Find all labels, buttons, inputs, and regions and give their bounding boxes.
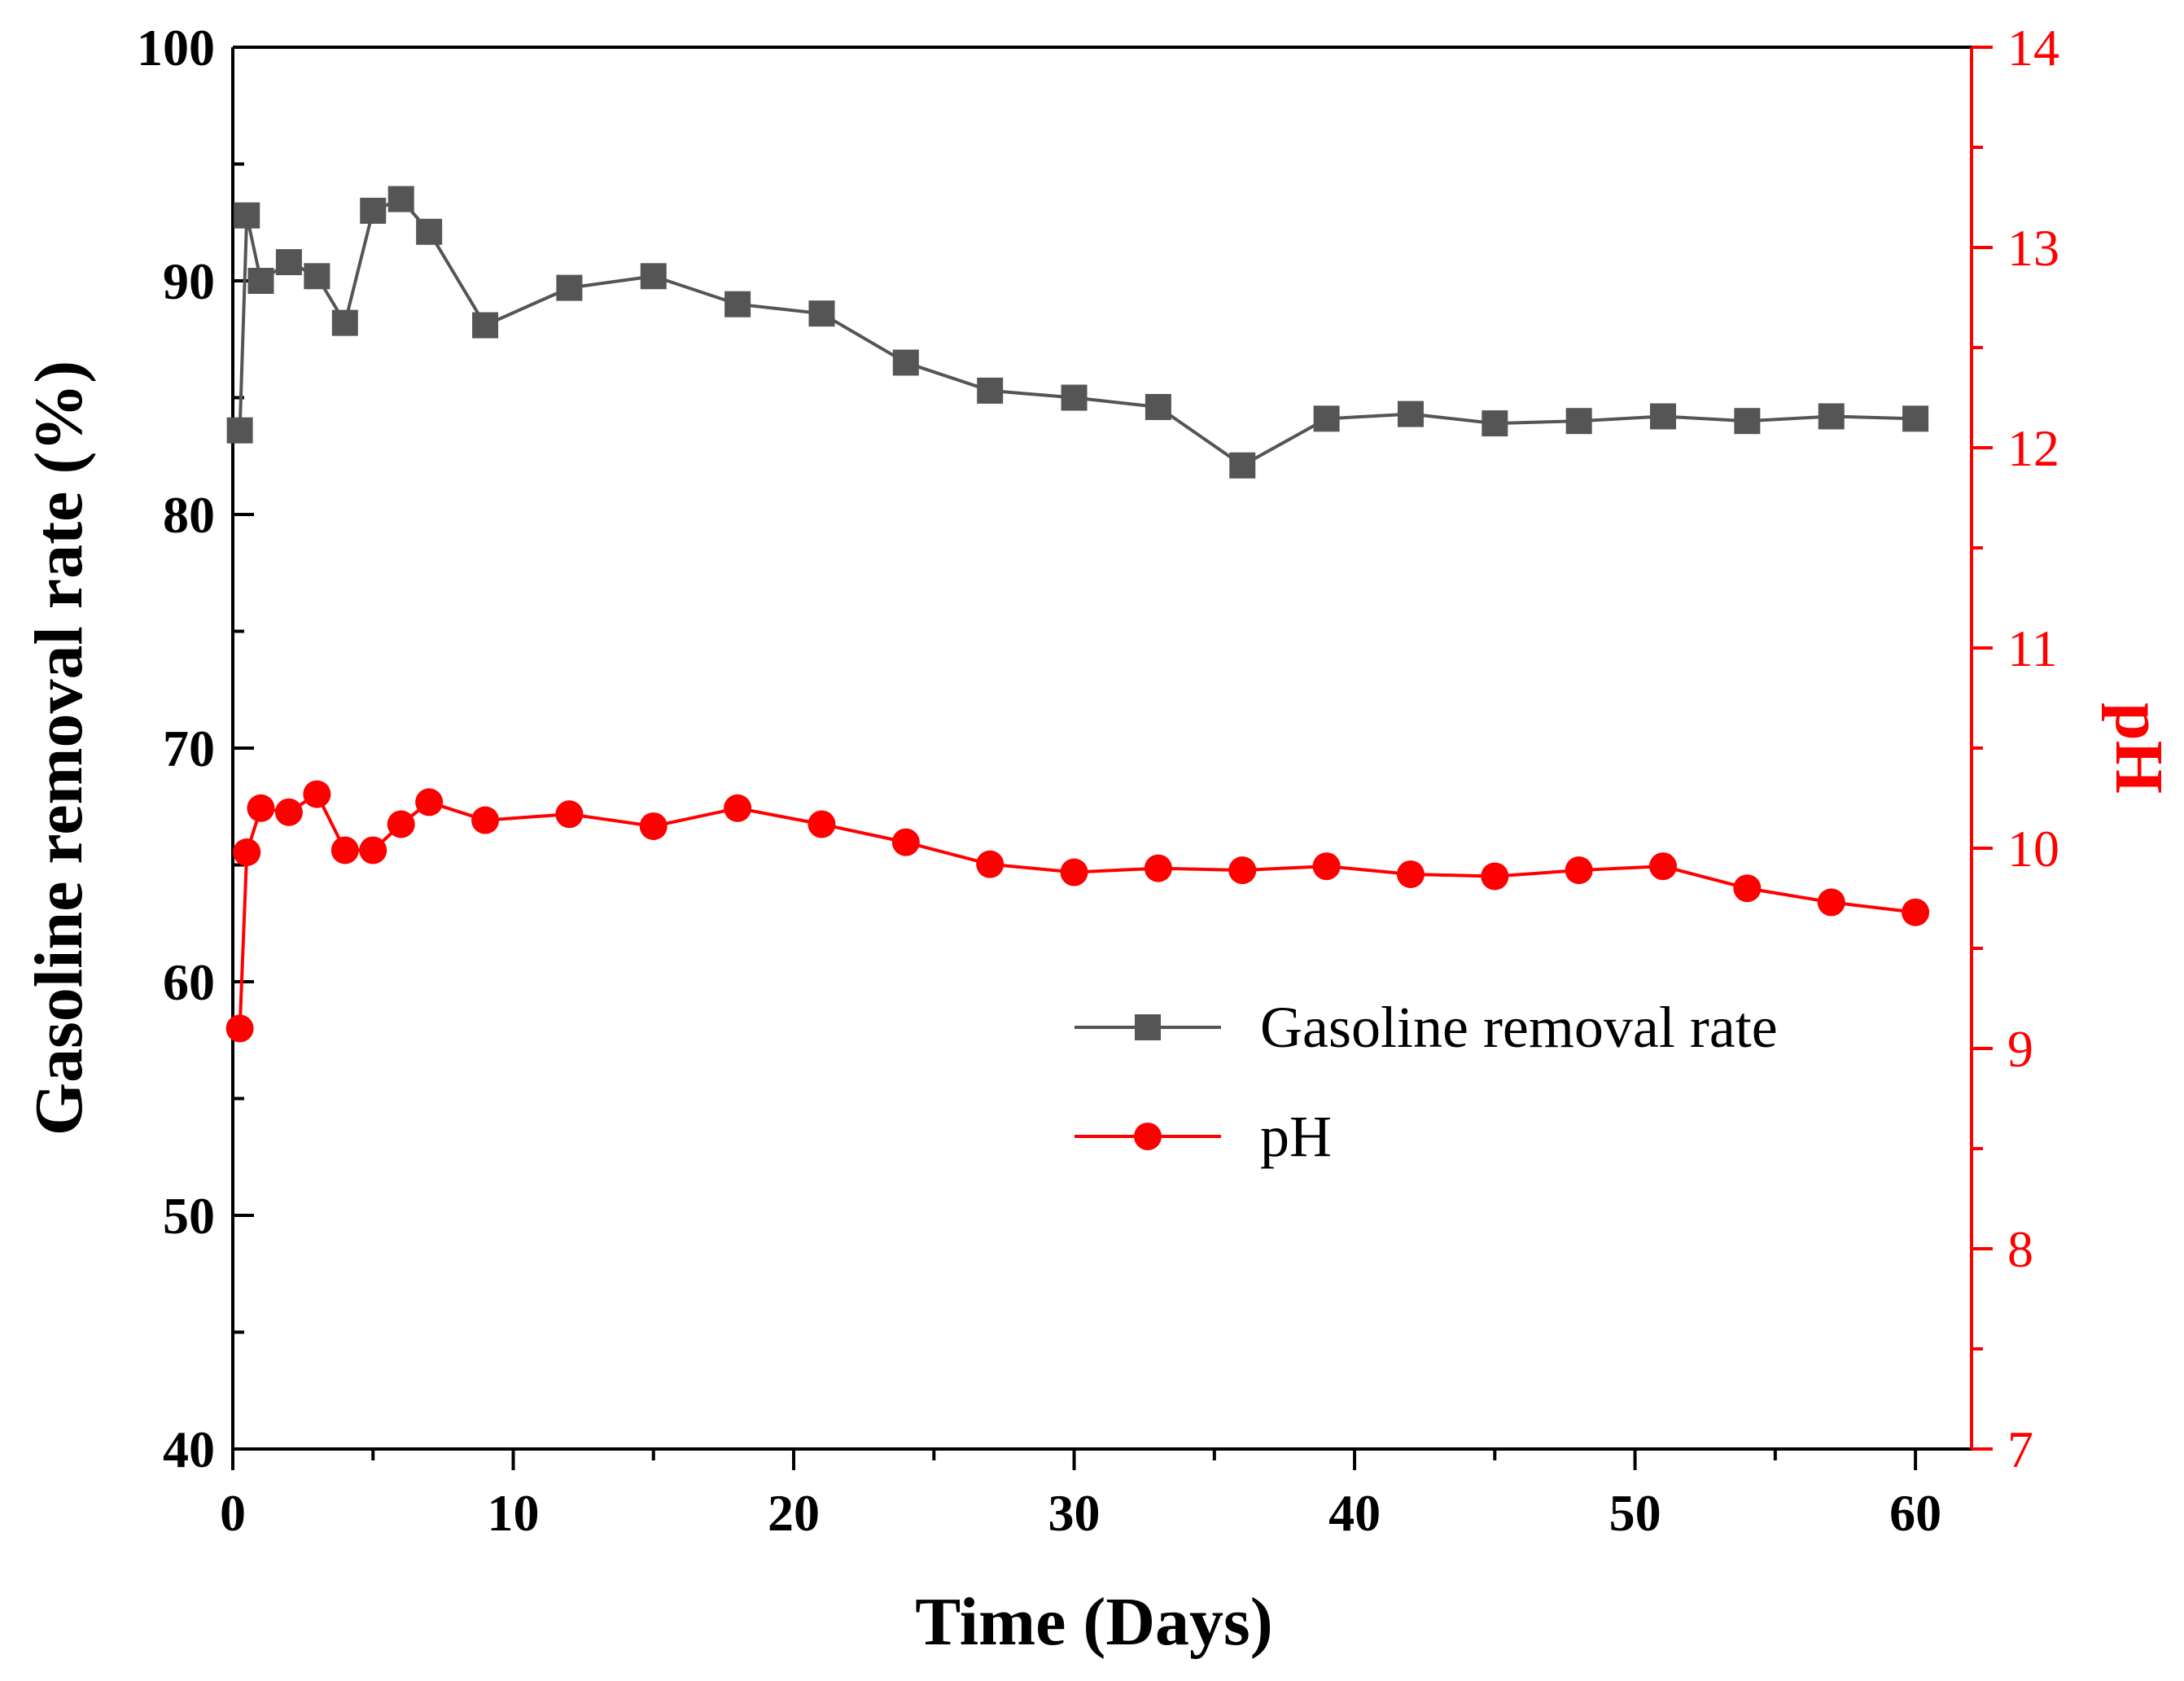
bottom-tick-label: 40 — [1328, 1484, 1381, 1542]
legend-gasoline-marker — [1135, 1014, 1161, 1040]
gasoline-removal-point — [640, 263, 667, 290]
ph-point — [303, 780, 331, 808]
right-tick-label: 13 — [2007, 219, 2059, 277]
ph-point — [1312, 852, 1341, 881]
ph-point — [233, 838, 261, 866]
ph-point — [808, 810, 836, 838]
gasoline-removal-point — [360, 197, 387, 224]
gasoline-removal-point — [977, 377, 1004, 404]
ph-point — [359, 836, 387, 865]
bottom-tick-label: 20 — [768, 1484, 820, 1542]
ph-point — [415, 788, 444, 816]
ph-point — [274, 798, 303, 826]
gasoline-removal-point — [1565, 408, 1592, 435]
right-tick-label: 11 — [2007, 619, 2058, 677]
left-tick-label: 100 — [137, 19, 215, 77]
gasoline-removal-point — [1229, 452, 1256, 479]
ph-point — [225, 1014, 254, 1043]
gasoline-removal-point — [1397, 401, 1424, 427]
legend: Gasoline removal rate pH — [1074, 995, 1778, 1169]
y-axis-title-left: Gasoline removal rate (%) — [21, 361, 97, 1136]
left-tick-label: 80 — [163, 486, 215, 544]
ph-point — [555, 800, 584, 829]
plot-frame — [231, 46, 1973, 1451]
ph-point — [724, 794, 752, 822]
ph-point — [1817, 888, 1845, 917]
left-tick-label: 50 — [163, 1187, 215, 1245]
ph-point — [639, 812, 667, 840]
gasoline-removal-point — [1145, 393, 1171, 420]
left-tick-label: 40 — [163, 1421, 215, 1478]
ph-point — [1649, 852, 1678, 881]
right-tick-label: 8 — [2007, 1220, 2033, 1278]
gasoline-removal-point — [275, 249, 302, 276]
ph-point — [471, 806, 500, 834]
bottom-tick-label: 0 — [220, 1484, 246, 1542]
gasoline-removal-point — [1650, 403, 1677, 430]
ph-point — [1565, 856, 1593, 885]
gasoline-removal-point — [1482, 410, 1508, 437]
ph-series — [225, 780, 1930, 1043]
ph-point — [1902, 898, 1930, 926]
legend-gasoline-label: Gasoline removal rate — [1260, 995, 1778, 1060]
data-series — [225, 186, 1930, 1043]
gasoline-removal-point — [472, 312, 499, 339]
bottom-tick-label: 10 — [488, 1484, 540, 1542]
right-tick-label: 10 — [2007, 820, 2059, 878]
axis-ticks — [231, 46, 1993, 1470]
x-axis-title: Time (Days) — [915, 1584, 1272, 1660]
bottom-tick-label: 60 — [1889, 1484, 1941, 1542]
gasoline-removal-point — [892, 349, 919, 376]
gasoline-removal-point — [1902, 405, 1929, 432]
bottom-tick-label: 50 — [1609, 1484, 1661, 1542]
ph-point — [1060, 858, 1088, 886]
gasoline-removal-point — [234, 202, 260, 229]
gasoline-removal-point — [226, 417, 253, 444]
right-tick-label: 12 — [2007, 419, 2059, 477]
gasoline-removal-point — [304, 263, 330, 290]
gasoline-removal-point — [387, 186, 414, 212]
left-tick-label: 90 — [163, 252, 215, 310]
left-tick-label: 70 — [163, 720, 215, 777]
ph-point — [1396, 860, 1425, 888]
left-tick-label: 60 — [163, 953, 215, 1011]
ph-point — [247, 794, 275, 822]
legend-ph-marker — [1134, 1123, 1162, 1150]
ph-point — [330, 836, 359, 865]
y-axis-title-right: pH — [2101, 703, 2177, 794]
ph-point — [1481, 862, 1509, 891]
gasoline-removal-point — [724, 291, 751, 317]
tick-labels: 40 50 60 70 80 90 100 7 8 9 10 11 12 13 14 0 10 20 30 40 50 6… — [137, 19, 2059, 1542]
gasoline-removal-point — [247, 268, 274, 294]
right-tick-label: 9 — [2007, 1020, 2033, 1078]
legend-ph-label: pH — [1260, 1104, 1332, 1169]
bottom-tick-label: 30 — [1048, 1484, 1101, 1542]
right-tick-label: 14 — [2007, 19, 2059, 77]
ph-point — [1733, 874, 1762, 903]
ph-point — [891, 828, 920, 856]
gasoline-removal-point — [1313, 405, 1340, 432]
gasoline-removal-point — [331, 309, 358, 336]
gasoline-removal-point — [1061, 384, 1088, 411]
right-tick-label: 7 — [2007, 1421, 2033, 1478]
gasoline-removal-series — [226, 186, 1929, 479]
axis-titles: Time (Days) Gasoline removal rate (%) pH — [21, 361, 2177, 1660]
gasoline-removal-point — [808, 300, 835, 327]
ph-point — [1228, 856, 1257, 885]
gasoline-removal-point — [416, 218, 443, 245]
gasoline-removal-point — [1818, 403, 1845, 430]
gasoline-removal-point — [1734, 408, 1761, 435]
ph-point — [1144, 854, 1172, 882]
ph-point — [976, 850, 1004, 878]
gasoline-removal-point — [556, 274, 583, 301]
ph-point — [387, 810, 415, 838]
